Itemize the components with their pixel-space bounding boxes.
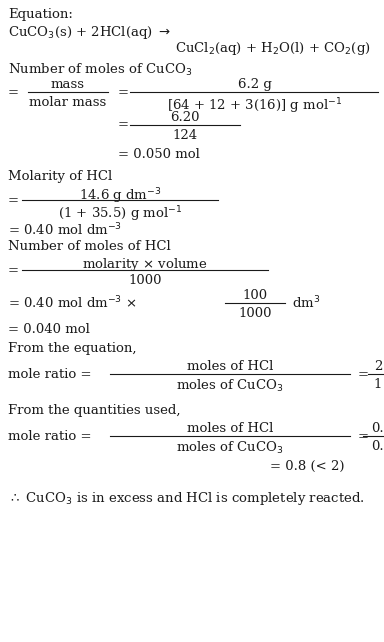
Text: =: = bbox=[118, 86, 129, 99]
Text: 0.050: 0.050 bbox=[371, 440, 384, 453]
Text: From the quantities used,: From the quantities used, bbox=[8, 404, 180, 417]
Text: Number of moles of HCl: Number of moles of HCl bbox=[8, 240, 171, 253]
Text: CuCl$_2$(aq) + H$_2$O(l) + CO$_2$(g): CuCl$_2$(aq) + H$_2$O(l) + CO$_2$(g) bbox=[175, 40, 371, 57]
Text: 124: 124 bbox=[172, 129, 197, 142]
Text: mole ratio =: mole ratio = bbox=[8, 430, 91, 443]
Text: = 0.050 mol: = 0.050 mol bbox=[118, 148, 200, 161]
Text: = 0.40 mol dm$^{-3}$: = 0.40 mol dm$^{-3}$ bbox=[8, 222, 122, 239]
Text: = 0.040 mol: = 0.040 mol bbox=[8, 323, 90, 336]
Text: dm$^3$: dm$^3$ bbox=[292, 295, 320, 311]
Text: = 0.40 mol dm$^{-3}$ $\times$: = 0.40 mol dm$^{-3}$ $\times$ bbox=[8, 295, 137, 311]
Text: 1: 1 bbox=[374, 378, 382, 391]
Text: =: = bbox=[358, 368, 369, 381]
Text: mole ratio =: mole ratio = bbox=[8, 368, 91, 381]
Text: CuCO$_3$(s) + 2HCl(aq) $\rightarrow$: CuCO$_3$(s) + 2HCl(aq) $\rightarrow$ bbox=[8, 24, 171, 41]
Text: (1 + 35.5) g mol$^{-1}$: (1 + 35.5) g mol$^{-1}$ bbox=[58, 204, 182, 223]
Text: From the equation,: From the equation, bbox=[8, 342, 136, 355]
Text: 6.2 g: 6.2 g bbox=[238, 78, 272, 91]
Text: moles of HCl: moles of HCl bbox=[187, 360, 273, 373]
Text: =: = bbox=[8, 264, 19, 277]
Text: =: = bbox=[358, 430, 369, 443]
Text: moles of CuCO$_3$: moles of CuCO$_3$ bbox=[176, 440, 284, 456]
Text: 0.040: 0.040 bbox=[371, 422, 384, 435]
Text: [64 + 12 + 3(16)] g mol$^{-1}$: [64 + 12 + 3(16)] g mol$^{-1}$ bbox=[167, 96, 343, 116]
Text: 14.6 g dm$^{-3}$: 14.6 g dm$^{-3}$ bbox=[79, 186, 161, 205]
Text: 6.20: 6.20 bbox=[170, 111, 200, 124]
Text: 1000: 1000 bbox=[238, 307, 272, 320]
Text: moles of CuCO$_3$: moles of CuCO$_3$ bbox=[176, 378, 284, 394]
Text: =: = bbox=[8, 86, 19, 99]
Text: 1000: 1000 bbox=[128, 274, 162, 287]
Text: = 0.8 (< 2): = 0.8 (< 2) bbox=[270, 460, 344, 473]
Text: molarity $\times$ volume: molarity $\times$ volume bbox=[82, 256, 208, 273]
Text: $\therefore$ CuCO$_3$ is in excess and HCl is completely reacted.: $\therefore$ CuCO$_3$ is in excess and H… bbox=[8, 490, 365, 507]
Text: molar mass: molar mass bbox=[29, 96, 107, 109]
Text: mass: mass bbox=[51, 78, 85, 91]
Text: Number of moles of CuCO$_3$: Number of moles of CuCO$_3$ bbox=[8, 62, 192, 78]
Text: Molarity of HCl: Molarity of HCl bbox=[8, 170, 112, 183]
Text: =: = bbox=[118, 118, 129, 131]
Text: 100: 100 bbox=[242, 289, 268, 302]
Text: Equation:: Equation: bbox=[8, 8, 73, 21]
Text: moles of HCl: moles of HCl bbox=[187, 422, 273, 435]
Text: 2: 2 bbox=[374, 360, 382, 373]
Text: =: = bbox=[8, 194, 19, 207]
